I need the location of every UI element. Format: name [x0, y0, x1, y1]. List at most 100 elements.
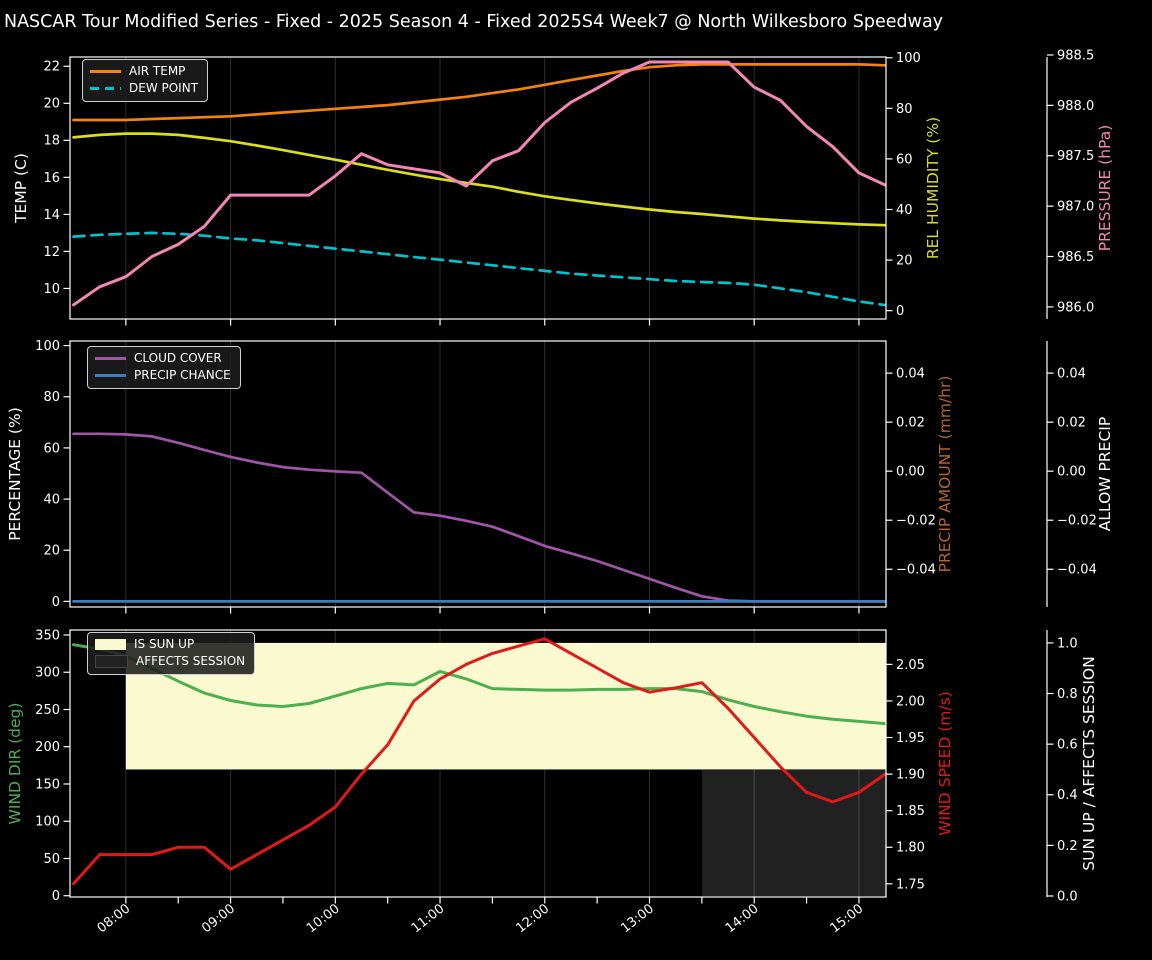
precipitation-legend: CLOUD COVER PRECIP CHANCE [87, 346, 241, 389]
svg-text:80: 80 [43, 390, 60, 405]
svg-text:350: 350 [35, 628, 60, 643]
x-axis-ticks [125, 319, 860, 326]
svg-text:−0.04: −0.04 [1057, 563, 1097, 578]
svg-text:60: 60 [43, 441, 60, 456]
svg-text:22: 22 [43, 60, 60, 75]
svg-text:PRESSURE (hPa): PRESSURE (hPa) [1096, 125, 1114, 252]
svg-text:60: 60 [896, 152, 913, 167]
svg-text:988.5: 988.5 [1057, 48, 1094, 63]
svg-text:988.0: 988.0 [1057, 99, 1094, 114]
page-title: NASCAR Tour Modified Series - Fixed - 20… [4, 12, 944, 32]
legend-item-precip-chance: PRECIP CHANCE [95, 367, 231, 383]
svg-text:0.02: 0.02 [1057, 416, 1086, 431]
is-sun-up-patch-swatch [95, 639, 126, 651]
precip-amount-mm-hr-axis: 0.04 0.02 0.00 −0.02 −0.04 PRECIP AMOUNT (mm/… [886, 367, 954, 578]
svg-text:100: 100 [35, 815, 60, 830]
wind-dir-deg-axis: 0 50 100 150 200 250 300 350 WIND DIR (deg) [6, 628, 70, 904]
dew-point-line [72, 231, 887, 307]
legend-item-is-sun-up: IS SUN UP [95, 637, 245, 652]
dew-point-line-swatch [90, 87, 121, 91]
svg-text:987.0: 987.0 [1057, 200, 1094, 215]
cloud-cover-line [72, 432, 887, 603]
precip-chance-line-swatch [95, 374, 126, 378]
svg-text:0.02: 0.02 [896, 416, 925, 431]
legend-label: IS SUN UP [134, 637, 195, 651]
x-tick-label: 10:00 [304, 901, 343, 936]
svg-text:0.8: 0.8 [1057, 687, 1078, 702]
svg-text:WIND SPEED (m/s): WIND SPEED (m/s) [936, 691, 954, 835]
legend-label: PRECIP CHANCE [134, 367, 231, 382]
percentage-axis: 0 20 40 60 80 100 PERCENTAGE (%) [6, 339, 70, 610]
svg-text:80: 80 [896, 102, 913, 117]
svg-text:986.0: 986.0 [1057, 300, 1094, 315]
svg-text:250: 250 [35, 703, 60, 718]
svg-text:0.4: 0.4 [1057, 788, 1078, 803]
svg-text:40: 40 [43, 492, 60, 507]
panel-border [69, 56, 887, 320]
panel-precipitation: 0 20 40 60 80 100 PERCENTAGE (%) 0.04 0.02 0.00 −0… [6, 339, 1114, 614]
svg-text:18: 18 [43, 134, 60, 149]
svg-text:ALLOW PRECIP: ALLOW PRECIP [1096, 417, 1114, 531]
x-tick-label: 12:00 [513, 901, 552, 936]
pressure-hpa-axis: 986.0 986.5 987.0 987.5 988.0 988.5 PRESSURE (… [1046, 48, 1114, 319]
svg-text:2.05: 2.05 [896, 658, 925, 673]
svg-text:PRECIP AMOUNT (mm/hr): PRECIP AMOUNT (mm/hr) [936, 376, 954, 573]
svg-text:1.80: 1.80 [896, 841, 925, 856]
wind-dir-line [72, 643, 887, 726]
svg-text:0.00: 0.00 [896, 465, 925, 480]
svg-text:150: 150 [35, 777, 60, 792]
x-tick-label: 15:00 [828, 901, 867, 936]
svg-text:10: 10 [43, 282, 60, 297]
rel-humidity-axis: 0 20 40 60 80 100 REL HUMIDITY (%) [886, 51, 942, 319]
legend-label: AIR TEMP [129, 64, 186, 78]
svg-text:100: 100 [896, 51, 921, 66]
svg-text:SUN UP / AFFECTS SESSION: SUN UP / AFFECTS SESSION [1080, 656, 1098, 870]
svg-text:40: 40 [896, 203, 913, 218]
legend-label: CLOUD COVER [134, 351, 222, 365]
temp-c-axis: 10 12 14 16 18 20 22 TEMP (C) [12, 60, 70, 297]
svg-text:1.85: 1.85 [896, 804, 925, 819]
panel-border [69, 340, 887, 608]
svg-text:12: 12 [43, 245, 60, 260]
x-tick-label: 08:00 [95, 901, 134, 936]
svg-text:TEMP (C): TEMP (C) [12, 153, 30, 224]
x-tick-label: 09:00 [199, 901, 238, 936]
svg-text:0.0: 0.0 [1057, 889, 1078, 904]
affects-session-band [701, 769, 886, 896]
allow-precip-axis: 0.04 0.02 0.00 −0.02 −0.04 ALLOW PRECIP [1046, 341, 1114, 607]
svg-text:1.90: 1.90 [896, 768, 925, 783]
svg-text:0.00: 0.00 [1057, 465, 1086, 480]
svg-text:0.2: 0.2 [1057, 839, 1078, 854]
affects-session-patch-swatch [95, 655, 128, 669]
x-tick-label: 13:00 [618, 901, 657, 936]
svg-text:−0.02: −0.02 [896, 514, 936, 529]
svg-text:REL HUMIDITY (%): REL HUMIDITY (%) [924, 117, 942, 259]
svg-text:1.0: 1.0 [1057, 636, 1078, 651]
svg-text:50: 50 [43, 852, 60, 867]
svg-text:987.5: 987.5 [1057, 149, 1094, 164]
x-axis-ticks [125, 607, 860, 614]
svg-text:0: 0 [52, 595, 60, 610]
svg-text:2.00: 2.00 [896, 694, 925, 709]
rel-humidity-line [72, 132, 887, 227]
svg-text:−0.04: −0.04 [896, 563, 936, 578]
svg-text:16: 16 [43, 171, 60, 186]
svg-text:WIND DIR (deg): WIND DIR (deg) [6, 703, 24, 825]
legend-item-cloud-cover: CLOUD COVER [95, 351, 231, 366]
svg-text:0: 0 [52, 889, 60, 904]
svg-text:−0.02: −0.02 [1057, 514, 1097, 529]
temperature-legend: AIR TEMP DEW POINT [82, 59, 209, 102]
cloud-cover-line-swatch [95, 357, 126, 361]
wind-sun-legend: IS SUN UP AFFECTS SESSION [87, 632, 256, 675]
legend-label: DEW POINT [129, 80, 199, 95]
legend-label: AFFECTS SESSION [136, 653, 246, 668]
wind-speed-line [72, 637, 887, 886]
svg-text:1.95: 1.95 [896, 731, 925, 746]
panel-temperature: 10 12 14 16 18 20 22 TEMP (C) 0 20 40 60 80 100 REL HU… [12, 48, 1114, 326]
pressure-line [72, 60, 887, 307]
wind-speed-m-s-axis: 1.75 1.80 1.85 1.90 1.95 2.00 2.05 WIND SPEED (… [886, 658, 954, 892]
svg-text:1.75: 1.75 [896, 877, 925, 892]
